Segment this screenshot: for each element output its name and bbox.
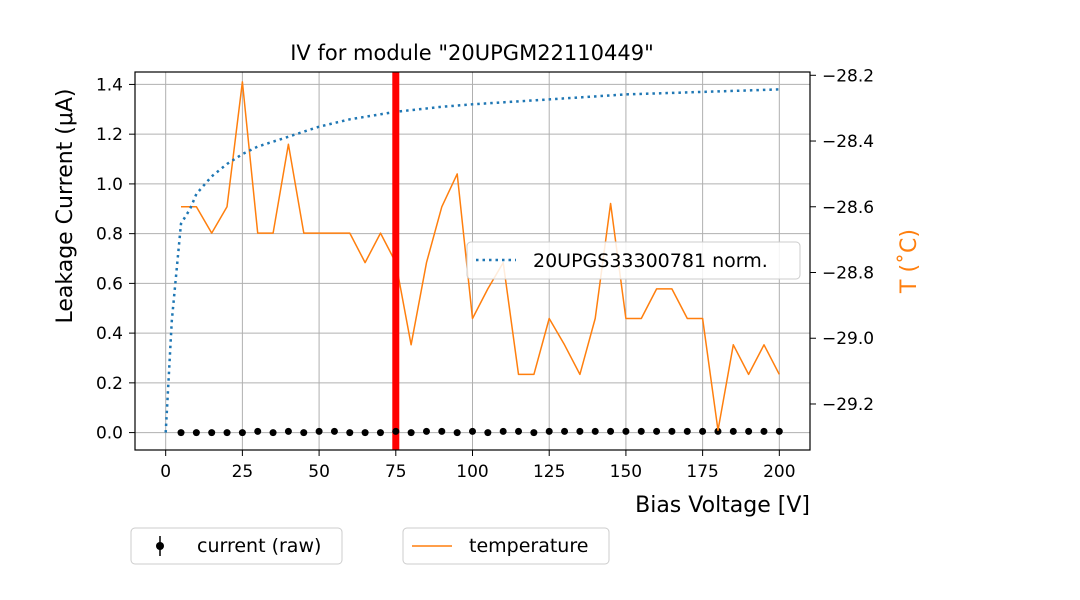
current-point xyxy=(284,427,292,435)
legend-current-label: current (raw) xyxy=(197,535,321,557)
y2-tick-label: −29.0 xyxy=(822,329,874,349)
x-tick-label: 25 xyxy=(232,462,254,482)
y-tick-label: 0.8 xyxy=(96,225,123,245)
current-point xyxy=(745,427,753,435)
current-point xyxy=(407,429,415,437)
current-point xyxy=(376,429,384,437)
y-tick-label: 0.0 xyxy=(96,424,123,444)
current-point xyxy=(637,427,645,435)
legend-reference-label: 20UPGS33300781 norm. xyxy=(533,250,768,272)
x-tick-label: 75 xyxy=(385,462,407,482)
current-point xyxy=(622,427,630,435)
current-point xyxy=(269,429,277,437)
y-tick-label: 0.4 xyxy=(96,324,123,344)
reference-series-line xyxy=(164,88,780,433)
current-point xyxy=(346,429,354,437)
y-tick-label: 0.2 xyxy=(96,374,123,394)
current-point xyxy=(499,427,507,435)
y-axis-label: Leakage Current (μA) xyxy=(53,88,78,323)
current-point xyxy=(775,427,783,435)
y-tick-label: 1.0 xyxy=(96,175,123,195)
y2-axis-label: T (˚C) xyxy=(897,229,922,294)
current-point xyxy=(607,427,615,435)
y2-tick-label: −28.2 xyxy=(822,66,874,86)
current-point xyxy=(653,427,661,435)
current-point xyxy=(330,427,338,435)
x-tick-label: 125 xyxy=(533,462,565,482)
ticks: 0 25 50 75 100 125 150 175 200 0.0 0.2 0.4 0.6 0.8 1.0… xyxy=(96,66,874,482)
current-point xyxy=(392,427,400,435)
current-point xyxy=(576,427,584,435)
current-point xyxy=(729,427,737,435)
current-point xyxy=(683,427,691,435)
current-point xyxy=(484,429,492,437)
plot-area xyxy=(164,72,783,450)
y-tick-label: 1.4 xyxy=(96,75,123,95)
current-point xyxy=(714,427,722,435)
x-tick-label: 150 xyxy=(610,462,642,482)
x-tick-label: 100 xyxy=(456,462,488,482)
current-point xyxy=(561,427,569,435)
current-point xyxy=(300,429,308,437)
current-point xyxy=(515,427,523,435)
y2-tick-label: −28.4 xyxy=(822,132,874,152)
current-point xyxy=(422,427,430,435)
y2-tick-label: −28.6 xyxy=(822,198,874,218)
legend-reference: 20UPGS33300781 norm. xyxy=(466,241,801,280)
y-tick-label: 0.6 xyxy=(96,274,123,294)
legend-temperature: temperature xyxy=(402,527,610,565)
current-point xyxy=(668,427,676,435)
current-point xyxy=(591,427,599,435)
current-point xyxy=(453,429,461,437)
x-axis-label: Bias Voltage [V] xyxy=(635,493,810,518)
current-point xyxy=(469,427,476,435)
current-point xyxy=(315,427,323,435)
current-point xyxy=(254,427,262,435)
current-point xyxy=(760,427,768,435)
x-tick-label: 0 xyxy=(160,462,171,482)
x-tick-label: 175 xyxy=(686,462,718,482)
current-point xyxy=(192,429,200,437)
current-point xyxy=(361,429,369,437)
chart-title: IV for module "20UPGM22110449" xyxy=(290,41,654,65)
x-tick-label: 50 xyxy=(308,462,330,482)
current-point xyxy=(699,427,707,435)
y-tick-label: 1.2 xyxy=(96,125,123,145)
current-point xyxy=(545,427,553,435)
current-point xyxy=(238,429,246,437)
temperature-series-line xyxy=(181,81,780,432)
x-tick-label: 200 xyxy=(763,462,795,482)
current-point xyxy=(208,429,216,437)
current-point xyxy=(530,429,538,437)
legend-box xyxy=(130,527,343,565)
current-point xyxy=(438,427,446,435)
y2-tick-label: −29.2 xyxy=(822,395,874,415)
legend-box xyxy=(466,241,801,280)
legend-box xyxy=(402,527,610,565)
current-point xyxy=(177,429,185,437)
legend-current: current (raw) xyxy=(130,527,343,565)
current-point xyxy=(223,429,231,437)
legend-marker-swatch xyxy=(156,542,164,550)
legend-temperature-label: temperature xyxy=(469,535,588,557)
y2-tick-label: −28.8 xyxy=(822,264,874,284)
